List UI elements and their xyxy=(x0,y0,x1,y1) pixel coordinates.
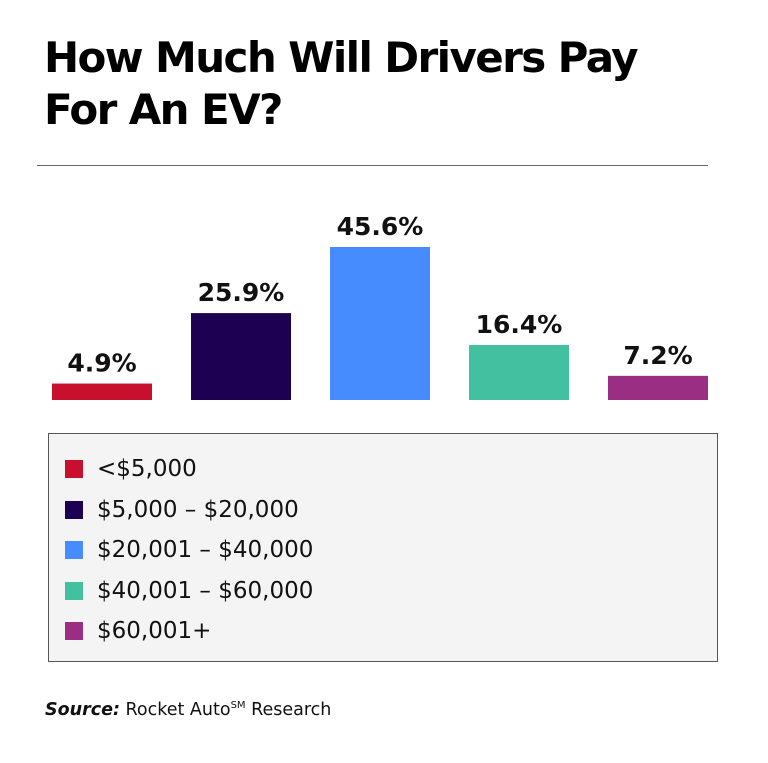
chart-title-line-1: How Much Will Drivers Pay xyxy=(44,33,639,82)
bar-value-label: 7.2% xyxy=(623,341,692,370)
source-text-end: Research xyxy=(245,700,332,720)
legend-swatch xyxy=(65,622,83,641)
bar xyxy=(191,313,291,400)
bar-value-label: 4.9% xyxy=(67,349,136,378)
legend-label: $60,001+ xyxy=(97,618,212,645)
source-label: Source: xyxy=(45,700,120,720)
bar-value-label: 45.6% xyxy=(337,212,424,241)
legend-label: $5,000 – $20,000 xyxy=(97,496,299,523)
legend-swatch xyxy=(65,541,83,560)
legend-swatch xyxy=(65,460,83,479)
legend-label: $40,001 – $60,000 xyxy=(97,577,314,604)
chart-legend: <$5,000 $5,000 – $20,000 $20,001 – $40,0… xyxy=(48,433,718,662)
source-text: Rocket Auto xyxy=(119,700,231,720)
service-mark: SM xyxy=(230,700,246,711)
bar xyxy=(52,383,152,400)
bar xyxy=(330,247,430,400)
legend-swatch xyxy=(65,581,83,600)
legend-item: <$5,000 xyxy=(49,449,717,490)
legend-swatch xyxy=(65,500,83,519)
bar xyxy=(608,375,708,400)
bar xyxy=(469,344,569,400)
chart-title: How Much Will Drivers Pay For An EV? xyxy=(44,32,724,136)
bar-value-label: 16.4% xyxy=(476,310,563,339)
legend-label: $20,001 – $40,000 xyxy=(97,537,314,564)
legend-item: $20,001 – $40,000 xyxy=(49,530,717,571)
source-note: Source: Rocket AutoSM Research xyxy=(45,700,331,720)
legend-item: $60,001+ xyxy=(49,611,717,652)
legend-label: <$5,000 xyxy=(97,456,197,483)
title-divider xyxy=(37,165,708,166)
bar-value-label: 25.9% xyxy=(198,278,285,307)
bar-chart: 4.9% 25.9% 45.6% 16.4% 7.2% xyxy=(52,212,708,400)
chart-title-line-2: For An EV? xyxy=(44,85,283,134)
legend-item: $5,000 – $20,000 xyxy=(49,490,717,531)
legend-item: $40,001 – $60,000 xyxy=(49,571,717,612)
